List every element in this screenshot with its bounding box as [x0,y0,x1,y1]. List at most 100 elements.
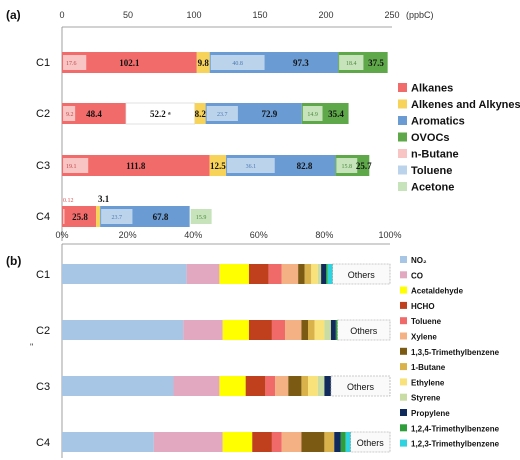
value-label-alkanes: 102.1 [119,58,140,68]
panel-b-bar-c3: Others [62,375,391,397]
value-label-n-butane: 17.6 [66,61,77,67]
legend-label-xylene: Xylene [411,333,437,342]
bar-segment-styrene [317,264,322,284]
panel-a-label: (a) [6,8,21,22]
panel-a-legend: Alkanes Alkenes and Alkynes Aromatics OVOCs… [398,83,520,194]
value-label-alkenes-and-alkynes: 12.5 [210,161,226,171]
legend-label-propylene: Propylene [411,409,450,418]
panel-b-stray-mark: " [30,342,33,352]
bar-segment-propylene [324,376,331,396]
bar-segment-no [62,376,174,396]
panel-b-x-tick-label: 80% [315,230,333,240]
bar-segment-hcho [252,432,272,452]
bar-segment-co [173,376,220,396]
bar-segment-1-butane [301,376,308,396]
legend-label-toluene: Toluene [411,317,442,326]
panel-b-legend: NO₂ CO Acetaldehyde HCHO Toluene Xylene 1,3,5-… [400,256,500,449]
bar-segment-xylene [281,432,302,452]
bar-segment-others [332,263,391,285]
value-label-alkanes: 25.8 [72,212,88,222]
value-label-toluene: 23.7 [112,215,123,221]
value-label-alkenes-and-alkynes: 8.2 [195,109,207,119]
value-label-alkanes: 48.4 [86,109,102,119]
value-label-toluene: 40.8 [232,61,243,67]
legend-label-acetaldehyde: Acetaldehyde [411,287,464,296]
bar-segment-1-3-5-trimethylbenzene [298,264,305,284]
legend-label-alkanes: Alkanes [411,83,453,95]
inner-segment-n-butane [63,158,89,173]
bar-segment-no [62,320,184,340]
panel-b-x-tick-label: 0% [55,230,68,240]
panel-a-bar-c3 [62,155,370,176]
bar-segment-co [153,432,223,452]
panel-a-category-label: C4 [36,211,50,223]
bar-segment-alkenes-and-alkynes [196,52,210,73]
bar-segment-ethylene [314,320,325,340]
bar-segment-alkanes [62,103,126,124]
panel-b-x-tick-label: 20% [119,230,137,240]
value-label-aromatics: 72.9 [261,109,277,119]
bar-segment-co [183,320,223,340]
panel-b-category-label: C2 [36,325,50,337]
value-label-ovocs: 37.5 [368,58,384,68]
bar-segment-no [62,264,187,284]
panel-b-bar-c4: Others [62,431,391,453]
value-label-n-butane: 19.1 [66,164,77,170]
bar-gap-label: 52.2 ᵃ [150,109,171,119]
legend-swatch-toluene [398,165,407,175]
legend-label-1-2-3-trimethylbenzene: 1,2,3-Trimethylbenzene [411,440,500,449]
panel-a-x-tick-label: 0 [59,10,64,20]
legend-swatch-1-3-5-trimethylbenzene [400,347,407,355]
others-label: Others [357,438,385,448]
bar-segment-acetaldehyde [219,376,246,396]
inner-segment-toluene [206,106,238,121]
bar-segment-xylene [281,264,299,284]
value-label-ovocs: 35.4 [328,109,344,119]
bar-segment-propylene [334,432,341,452]
bar-segment-1-3-5-trimethylbenzene [301,320,308,340]
value-label-acetone: 18.4 [346,61,357,67]
inner-segment-acetone [302,106,323,121]
bar-segment-toluene [271,320,286,340]
legend-label-ovocs: OVOCs [411,132,450,144]
panel-b-x-tick-label: 40% [184,230,202,240]
panel-a-x-tick-label: 200 [318,10,333,20]
inner-segment-acetone [339,55,364,70]
panel-b-category-label: C3 [36,381,50,393]
legend-swatch-acetaldehyde [400,286,407,294]
panel-b-label: (b) [6,254,21,268]
legend-label-1-2-4-trimethylbenzene: 1,2,4-Trimethylbenzene [411,424,500,433]
legend-label-acetone: Acetone [411,182,454,194]
value-label-ovocs: 25.7 [356,161,372,171]
panel-a-category-label: C2 [36,108,50,120]
others-label: Others [350,326,378,336]
value-label-aromatics: 97.3 [293,58,309,68]
legend-swatch-no [400,256,407,263]
bar-segment-1-2-4-trimethylbenzene [340,432,346,452]
panel-a-x-tick-label: 150 [252,10,267,20]
legend-swatch-propylene [400,409,407,416]
legend-swatch-hcho [400,301,407,309]
legend-swatch-acetone [398,182,407,191]
legend-swatch-1-butane [400,363,407,371]
panel-a-category-label: C1 [36,57,50,69]
bar-segment-no [62,432,154,452]
bar-segment-acetaldehyde [219,264,249,284]
legend-label-n-butane: n-Butane [411,149,459,161]
bar-segment-1-2-4-trimethylbenzene [335,320,338,340]
inner-segment-n-butane [63,209,65,224]
bar-segment-alkanes [62,52,197,73]
panel-b-bar-c2: Others [62,319,391,341]
value-label-n-butane: 0.12 [63,198,74,204]
panel-a-bar-c4 [62,206,212,227]
others-label: Others [347,382,375,392]
panel-b-x-tick-label: 60% [250,230,268,240]
panel-a-bar-c2: 52.2 ᵃ [62,102,349,125]
inner-segment-toluene [227,158,275,173]
panel-b-x-tick-label: 100% [378,230,401,240]
legend-label-no: NO₂ [411,256,427,265]
legend-label-alkenes-and-alkynes: Alkenes and Alkynes [411,99,520,111]
bar-segment-acetaldehyde [222,432,253,452]
inner-segment-acetone [190,209,212,224]
panel-b-category-label: C1 [36,269,50,281]
